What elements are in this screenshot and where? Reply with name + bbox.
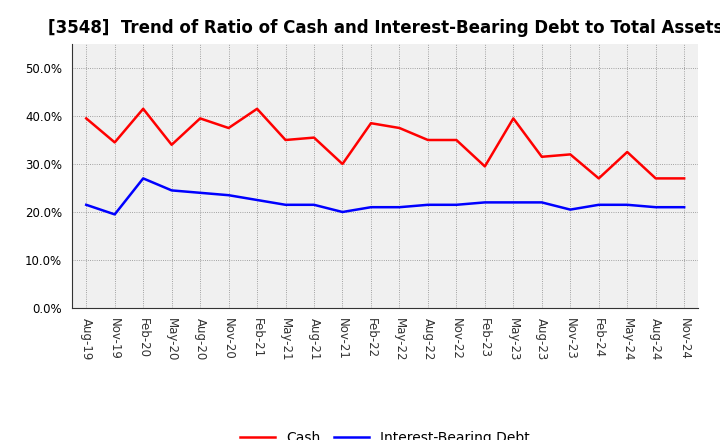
Cash bbox=[423, 137, 432, 143]
Interest-Bearing Debt bbox=[167, 188, 176, 193]
Interest-Bearing Debt bbox=[509, 200, 518, 205]
Interest-Bearing Debt bbox=[253, 198, 261, 203]
Cash bbox=[509, 116, 518, 121]
Cash bbox=[395, 125, 404, 131]
Cash bbox=[167, 142, 176, 147]
Interest-Bearing Debt bbox=[537, 200, 546, 205]
Cash bbox=[595, 176, 603, 181]
Line: Cash: Cash bbox=[86, 109, 684, 178]
Cash bbox=[623, 149, 631, 154]
Line: Interest-Bearing Debt: Interest-Bearing Debt bbox=[86, 178, 684, 214]
Interest-Bearing Debt bbox=[480, 200, 489, 205]
Cash bbox=[338, 161, 347, 167]
Interest-Bearing Debt bbox=[595, 202, 603, 207]
Interest-Bearing Debt bbox=[82, 202, 91, 207]
Cash bbox=[82, 116, 91, 121]
Cash bbox=[196, 116, 204, 121]
Cash bbox=[310, 135, 318, 140]
Cash bbox=[537, 154, 546, 159]
Cash bbox=[225, 125, 233, 131]
Interest-Bearing Debt bbox=[110, 212, 119, 217]
Interest-Bearing Debt bbox=[338, 209, 347, 215]
Cash bbox=[652, 176, 660, 181]
Title: [3548]  Trend of Ratio of Cash and Interest-Bearing Debt to Total Assets: [3548] Trend of Ratio of Cash and Intere… bbox=[48, 19, 720, 37]
Cash bbox=[680, 176, 688, 181]
Cash bbox=[452, 137, 461, 143]
Cash bbox=[366, 121, 375, 126]
Cash bbox=[139, 106, 148, 111]
Legend: Cash, Interest-Bearing Debt: Cash, Interest-Bearing Debt bbox=[235, 426, 536, 440]
Interest-Bearing Debt bbox=[652, 205, 660, 210]
Interest-Bearing Debt bbox=[366, 205, 375, 210]
Interest-Bearing Debt bbox=[225, 193, 233, 198]
Interest-Bearing Debt bbox=[623, 202, 631, 207]
Cash bbox=[110, 140, 119, 145]
Cash bbox=[253, 106, 261, 111]
Interest-Bearing Debt bbox=[282, 202, 290, 207]
Cash bbox=[480, 164, 489, 169]
Interest-Bearing Debt bbox=[566, 207, 575, 212]
Interest-Bearing Debt bbox=[423, 202, 432, 207]
Interest-Bearing Debt bbox=[452, 202, 461, 207]
Interest-Bearing Debt bbox=[139, 176, 148, 181]
Interest-Bearing Debt bbox=[310, 202, 318, 207]
Cash bbox=[566, 152, 575, 157]
Interest-Bearing Debt bbox=[196, 190, 204, 195]
Interest-Bearing Debt bbox=[395, 205, 404, 210]
Cash bbox=[282, 137, 290, 143]
Interest-Bearing Debt bbox=[680, 205, 688, 210]
